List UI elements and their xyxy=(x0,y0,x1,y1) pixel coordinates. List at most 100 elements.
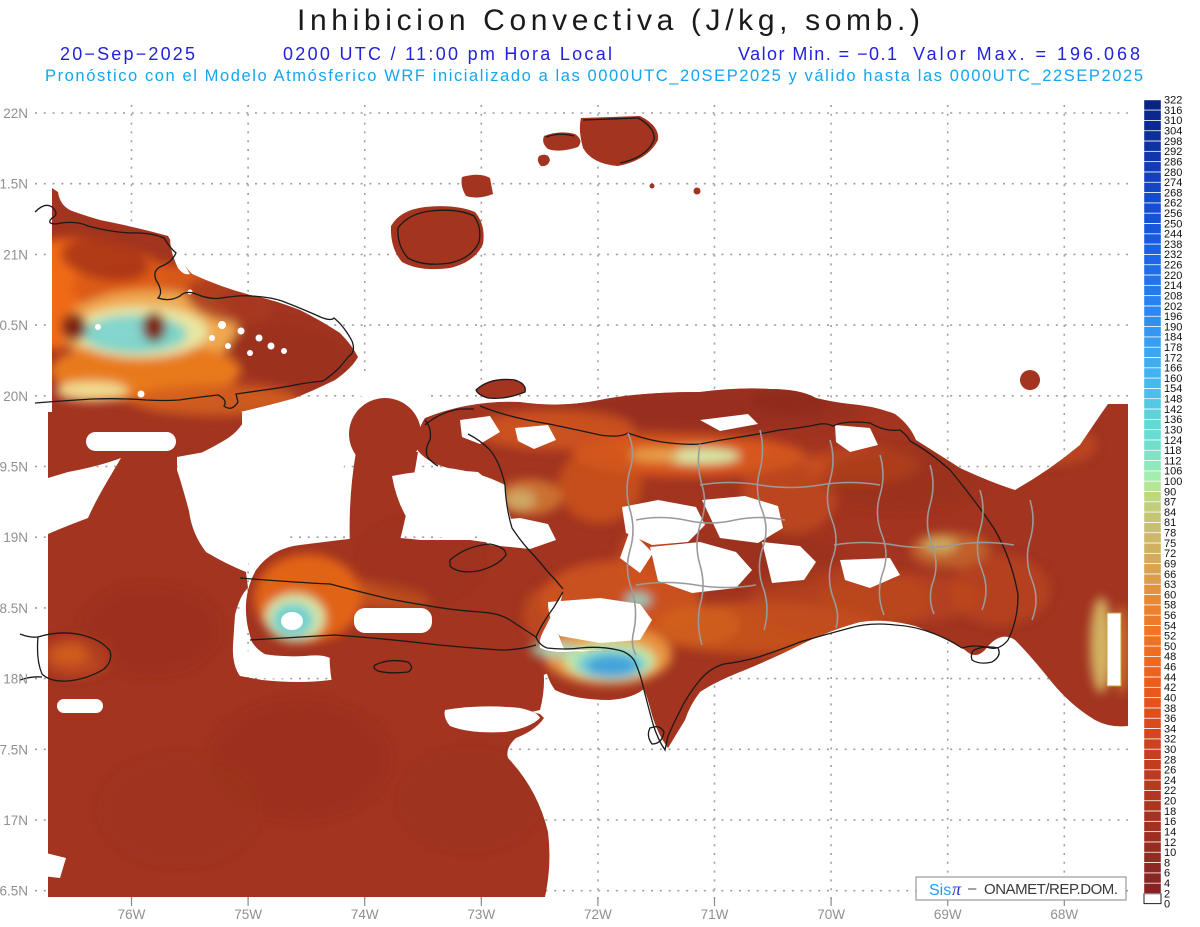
svg-text:18: 18 xyxy=(1164,806,1176,818)
svg-text:69W: 69W xyxy=(934,907,962,922)
svg-text:292: 292 xyxy=(1164,146,1182,158)
svg-text:81: 81 xyxy=(1164,517,1176,529)
svg-text:196: 196 xyxy=(1164,311,1182,323)
svg-text:46: 46 xyxy=(1164,662,1176,674)
svg-text:316: 316 xyxy=(1164,105,1182,117)
svg-text:60: 60 xyxy=(1164,589,1176,601)
svg-text:118: 118 xyxy=(1164,445,1182,457)
svg-text:202: 202 xyxy=(1164,301,1182,313)
svg-text:76W: 76W xyxy=(118,907,146,922)
svg-text:8.5N: 8.5N xyxy=(0,601,28,616)
svg-text:21N: 21N xyxy=(3,247,28,262)
svg-text:262: 262 xyxy=(1164,198,1182,210)
svg-text:52: 52 xyxy=(1164,631,1176,643)
svg-text:18N: 18N xyxy=(3,672,28,687)
svg-text:6: 6 xyxy=(1164,868,1170,880)
svg-text:136: 136 xyxy=(1164,414,1182,426)
svg-text:1.5N: 1.5N xyxy=(0,177,28,192)
svg-text:256: 256 xyxy=(1164,208,1182,220)
svg-text:36: 36 xyxy=(1164,713,1176,725)
svg-text:166: 166 xyxy=(1164,363,1182,375)
svg-text:244: 244 xyxy=(1164,229,1182,241)
svg-text:75: 75 xyxy=(1164,538,1176,550)
svg-text:14: 14 xyxy=(1164,826,1176,838)
svg-text:Pronóstico con el Modelo Atmós: Pronóstico con el Modelo Atmósferico WRF… xyxy=(45,67,1143,85)
svg-text:63: 63 xyxy=(1164,579,1176,591)
svg-text:30: 30 xyxy=(1164,744,1176,756)
svg-text:38: 38 xyxy=(1164,703,1176,715)
svg-text:24: 24 xyxy=(1164,775,1176,787)
svg-text:48: 48 xyxy=(1164,651,1176,663)
svg-text:10: 10 xyxy=(1164,847,1176,859)
svg-text:70W: 70W xyxy=(817,907,845,922)
svg-text:34: 34 xyxy=(1164,723,1176,735)
svg-text:78: 78 xyxy=(1164,528,1176,540)
svg-text:190: 190 xyxy=(1164,321,1182,333)
svg-text:298: 298 xyxy=(1164,136,1182,148)
svg-text:6.5N: 6.5N xyxy=(0,884,28,899)
svg-text:310: 310 xyxy=(1164,115,1182,127)
svg-text:304: 304 xyxy=(1164,126,1182,138)
svg-text:2: 2 xyxy=(1164,888,1170,900)
svg-text:178: 178 xyxy=(1164,342,1182,354)
svg-text:20N: 20N xyxy=(3,389,28,404)
svg-text:19N: 19N xyxy=(3,530,28,545)
svg-text:4: 4 xyxy=(1164,878,1170,890)
svg-text:44: 44 xyxy=(1164,672,1176,684)
svg-text:220: 220 xyxy=(1164,270,1182,282)
svg-text:0200 UTC / 11:00 pm Hora Local: 0200 UTC / 11:00 pm Hora Local xyxy=(283,44,612,64)
svg-text:112: 112 xyxy=(1164,455,1182,467)
svg-text:172: 172 xyxy=(1164,352,1182,364)
svg-text:0: 0 xyxy=(1164,899,1170,911)
svg-text:Valor Min. = −0.1: Valor Min. = −0.1 xyxy=(738,44,897,64)
svg-text:32: 32 xyxy=(1164,734,1176,746)
svg-text:214: 214 xyxy=(1164,280,1182,292)
svg-text:268: 268 xyxy=(1164,187,1182,199)
svg-text:106: 106 xyxy=(1164,466,1182,478)
svg-text:–: – xyxy=(968,880,977,897)
svg-text:π: π xyxy=(952,879,962,899)
svg-text:Sis: Sis xyxy=(929,882,951,899)
svg-text:22: 22 xyxy=(1164,785,1176,797)
svg-text:74W: 74W xyxy=(351,907,379,922)
svg-text:56: 56 xyxy=(1164,610,1176,622)
svg-text:69: 69 xyxy=(1164,558,1176,570)
svg-text:100: 100 xyxy=(1164,476,1182,488)
svg-text:286: 286 xyxy=(1164,156,1182,168)
svg-text:148: 148 xyxy=(1164,394,1182,406)
svg-text:75W: 75W xyxy=(234,907,262,922)
svg-text:58: 58 xyxy=(1164,600,1176,612)
svg-text:42: 42 xyxy=(1164,682,1176,694)
svg-text:72: 72 xyxy=(1164,548,1176,560)
svg-text:160: 160 xyxy=(1164,373,1182,385)
svg-text:0.5N: 0.5N xyxy=(0,318,28,333)
svg-text:20−Sep−2025: 20−Sep−2025 xyxy=(60,44,195,64)
svg-text:90: 90 xyxy=(1164,486,1176,498)
svg-text:322: 322 xyxy=(1164,95,1182,107)
svg-text:8: 8 xyxy=(1164,857,1170,869)
svg-text:22N: 22N xyxy=(3,106,28,121)
svg-text:71W: 71W xyxy=(701,907,729,922)
svg-text:50: 50 xyxy=(1164,641,1176,653)
svg-text:142: 142 xyxy=(1164,404,1182,416)
svg-text:12: 12 xyxy=(1164,837,1176,849)
svg-text:68W: 68W xyxy=(1050,907,1078,922)
svg-text:7.5N: 7.5N xyxy=(0,742,28,757)
svg-text:20: 20 xyxy=(1164,796,1176,808)
svg-text:274: 274 xyxy=(1164,177,1182,189)
svg-text:280: 280 xyxy=(1164,167,1182,179)
svg-text:238: 238 xyxy=(1164,239,1182,251)
svg-text:16: 16 xyxy=(1164,816,1176,828)
svg-text:17N: 17N xyxy=(3,813,28,828)
svg-text:72W: 72W xyxy=(584,907,612,922)
svg-text:9.5N: 9.5N xyxy=(0,460,28,475)
svg-text:28: 28 xyxy=(1164,754,1176,766)
svg-text:124: 124 xyxy=(1164,435,1182,447)
svg-text:84: 84 xyxy=(1164,507,1176,519)
svg-text:184: 184 xyxy=(1164,332,1182,344)
svg-text:40: 40 xyxy=(1164,692,1176,704)
svg-text:73W: 73W xyxy=(467,907,495,922)
svg-text:232: 232 xyxy=(1164,249,1182,261)
svg-text:130: 130 xyxy=(1164,424,1182,436)
svg-text:66: 66 xyxy=(1164,569,1176,581)
